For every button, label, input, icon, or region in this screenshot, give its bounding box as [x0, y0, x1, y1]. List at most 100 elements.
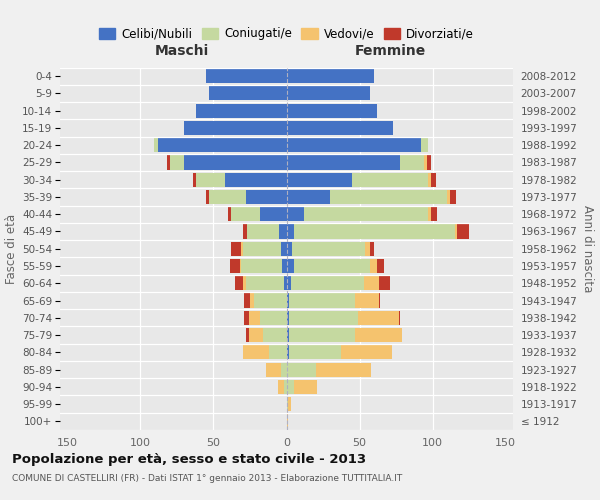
Bar [291, 276, 364, 290]
Bar [206, 69, 287, 83]
Bar [167, 156, 170, 170]
Bar [377, 259, 385, 273]
Bar [242, 224, 247, 238]
Bar [287, 276, 291, 290]
Bar [196, 172, 225, 187]
Bar [260, 207, 287, 222]
Bar [230, 259, 240, 273]
Bar [447, 190, 450, 204]
Bar [235, 276, 242, 290]
Bar [244, 294, 250, 308]
Bar [231, 207, 260, 222]
Bar [289, 328, 355, 342]
Bar [379, 294, 380, 308]
Bar [428, 207, 431, 222]
Bar [206, 190, 209, 204]
Bar [287, 328, 289, 342]
Bar [287, 345, 289, 360]
Bar [294, 224, 455, 238]
Bar [287, 138, 421, 152]
Bar [287, 310, 289, 325]
Bar [400, 156, 424, 170]
Bar [284, 276, 287, 290]
Bar [287, 121, 393, 135]
Bar [184, 121, 287, 135]
Bar [279, 224, 287, 238]
Bar [341, 345, 392, 360]
Bar [242, 276, 245, 290]
Bar [287, 259, 294, 273]
Bar [242, 345, 269, 360]
Bar [281, 362, 287, 376]
Text: Popolazione per età, sesso e stato civile - 2013: Popolazione per età, sesso e stato civil… [12, 452, 366, 466]
Bar [292, 242, 365, 256]
Bar [427, 156, 431, 170]
Bar [245, 328, 248, 342]
Bar [241, 259, 282, 273]
Bar [241, 242, 242, 256]
Bar [287, 397, 288, 411]
Bar [254, 294, 287, 308]
Bar [231, 242, 241, 256]
Bar [431, 172, 436, 187]
Legend: Celibi/Nubili, Coniugati/e, Vedovi/e, Divorziati/e: Celibi/Nubili, Coniugati/e, Vedovi/e, Di… [94, 22, 479, 45]
Text: Femmine: Femmine [355, 44, 427, 59]
Bar [278, 380, 284, 394]
Bar [269, 345, 287, 360]
Bar [424, 156, 427, 170]
Bar [352, 172, 428, 187]
Bar [294, 380, 317, 394]
Bar [247, 224, 279, 238]
Bar [209, 86, 287, 101]
Bar [287, 380, 294, 394]
Bar [242, 242, 281, 256]
Bar [287, 207, 304, 222]
Bar [428, 172, 431, 187]
Bar [288, 397, 291, 411]
Bar [287, 156, 400, 170]
Bar [370, 259, 377, 273]
Bar [364, 276, 379, 290]
Bar [289, 310, 358, 325]
Bar [248, 310, 260, 325]
Bar [365, 242, 370, 256]
Bar [287, 69, 374, 83]
Bar [355, 294, 379, 308]
Bar [287, 414, 288, 428]
Bar [316, 362, 371, 376]
Bar [209, 190, 245, 204]
Bar [240, 259, 241, 273]
Bar [399, 310, 400, 325]
Bar [287, 172, 352, 187]
Bar [158, 138, 287, 152]
Bar [455, 224, 457, 238]
Bar [289, 294, 355, 308]
Bar [287, 86, 370, 101]
Bar [284, 380, 287, 394]
Bar [282, 259, 287, 273]
Bar [294, 259, 370, 273]
Bar [266, 362, 281, 376]
Bar [248, 328, 263, 342]
Bar [250, 294, 254, 308]
Bar [281, 242, 287, 256]
Bar [287, 294, 289, 308]
Bar [184, 156, 287, 170]
Bar [228, 207, 231, 222]
Bar [287, 362, 316, 376]
Bar [287, 242, 292, 256]
Bar [287, 224, 294, 238]
Bar [379, 276, 390, 290]
Bar [260, 310, 287, 325]
Bar [245, 190, 287, 204]
Y-axis label: Anni di nascita: Anni di nascita [581, 205, 594, 292]
Bar [196, 104, 287, 118]
Bar [170, 156, 184, 170]
Y-axis label: Fasce di età: Fasce di età [5, 214, 18, 284]
Bar [244, 310, 248, 325]
Bar [331, 190, 447, 204]
Bar [450, 190, 456, 204]
Bar [358, 310, 399, 325]
Bar [457, 224, 469, 238]
Bar [193, 172, 196, 187]
